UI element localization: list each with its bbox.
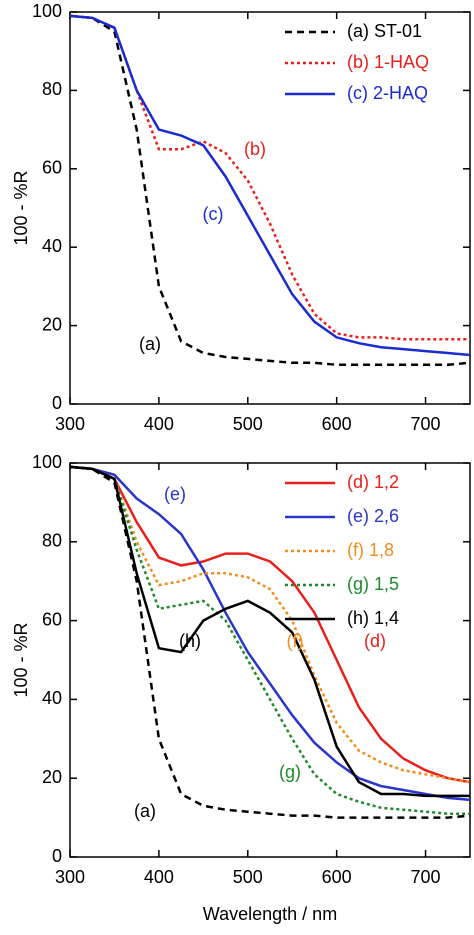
legend-label: (e) 2,6 (347, 506, 399, 526)
curve-label: (h) (179, 631, 201, 651)
x-tick-label: 400 (144, 867, 174, 887)
curve-label: (e) (164, 484, 186, 504)
series-line (69, 465, 470, 798)
x-tick-label: 500 (233, 867, 263, 887)
y-axis-label: 100 - %R (11, 170, 31, 245)
plot-frame (69, 11, 471, 405)
y-tick-label: 40 (42, 688, 62, 708)
x-tick-label: 600 (322, 414, 352, 434)
y-tick-label: 100 (32, 1, 62, 21)
x-tick-label: 300 (55, 414, 85, 434)
y-tick-label: 100 (32, 452, 62, 472)
x-tick-label: 500 (233, 414, 263, 434)
curve-label: (c) (203, 204, 224, 224)
x-tick-label: 400 (144, 414, 174, 434)
series-line (69, 465, 471, 802)
legend-label: (b) 1-HAQ (347, 52, 429, 72)
series-line (69, 14, 471, 367)
legend-label: (a) ST-01 (347, 21, 422, 41)
series-line (69, 465, 471, 784)
legend-label: (c) 2-HAQ (347, 83, 428, 103)
curve-label: (a) (139, 334, 161, 354)
series-line (69, 465, 471, 819)
y-tick-label: 60 (42, 609, 62, 629)
y-tick-label: 80 (42, 79, 62, 99)
legend-label: (h) 1,4 (347, 608, 399, 628)
legend-label: (f) 1,8 (347, 540, 394, 560)
x-tick-label: 700 (411, 867, 441, 887)
curve-label: (f) (287, 631, 304, 651)
legend-label: (d) 1,2 (347, 472, 399, 492)
y-tick-label: 20 (42, 314, 62, 334)
curve-label: (a) (134, 801, 156, 821)
y-tick-label: 60 (42, 158, 62, 178)
series-line (69, 14, 471, 357)
y-tick-label: 80 (42, 531, 62, 551)
curve-label: (g) (279, 762, 301, 782)
x-tick-label: 600 (322, 867, 352, 887)
x-tick-label: 700 (411, 414, 441, 434)
y-axis-label: 100 - %R (11, 622, 31, 697)
series-line (69, 14, 470, 341)
plot-frame (69, 462, 471, 858)
series-line (69, 465, 470, 815)
series-line (69, 465, 471, 784)
y-tick-label: 0 (52, 393, 62, 413)
curve-label: (b) (244, 139, 266, 159)
x-axis-label: Wavelength / nm (203, 904, 337, 924)
y-tick-label: 0 (52, 846, 62, 866)
y-tick-label: 20 (42, 767, 62, 787)
curve-label: (d) (364, 631, 386, 651)
x-tick-label: 300 (55, 867, 85, 887)
legend-label: (g) 1,5 (347, 574, 399, 594)
y-tick-label: 40 (42, 236, 62, 256)
